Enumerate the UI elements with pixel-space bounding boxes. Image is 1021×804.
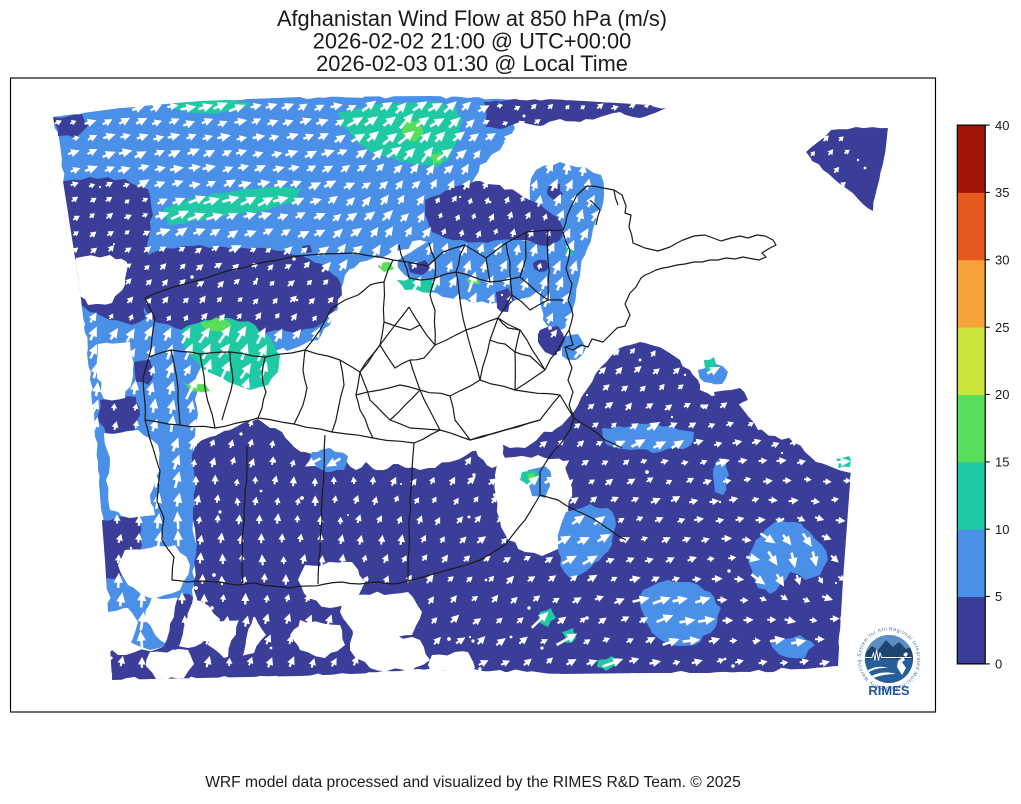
- svg-text:35: 35: [995, 185, 1009, 200]
- svg-text:15: 15: [995, 455, 1009, 470]
- svg-text:30: 30: [995, 253, 1009, 268]
- svg-text:20: 20: [995, 387, 1009, 402]
- svg-text:WRF model data processed and v: WRF model data processed and visualized …: [205, 774, 741, 791]
- svg-text:10: 10: [995, 522, 1009, 537]
- svg-text:0: 0: [995, 657, 1002, 672]
- svg-text:Afghanistan Wind Flow at 850 h: Afghanistan Wind Flow at 850 hPa (m/s): [277, 6, 667, 31]
- svg-text:40: 40: [995, 118, 1009, 133]
- svg-text:2026-02-03 01:30 @ Local Time: 2026-02-03 01:30 @ Local Time: [316, 51, 628, 76]
- svg-text:2026-02-02 21:00 @ UTC+00:00: 2026-02-02 21:00 @ UTC+00:00: [313, 29, 631, 54]
- svg-text:RIMES: RIMES: [868, 683, 910, 698]
- svg-text:5: 5: [995, 589, 1002, 604]
- svg-text:25: 25: [995, 320, 1009, 335]
